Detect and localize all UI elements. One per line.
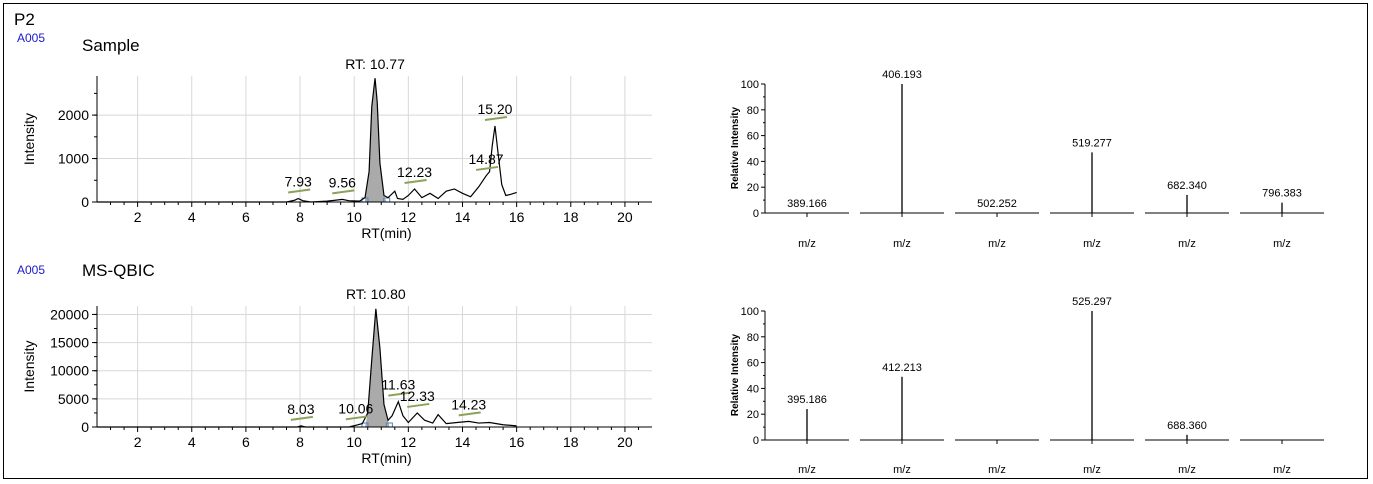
sample-x-tick-label: 10	[346, 209, 362, 225]
msqbic-y-tick-label: 0	[81, 419, 89, 435]
sample-spectrum-y-tick-label: 0	[753, 208, 759, 220]
sample-spectrum-x-axis-label: m/z	[893, 238, 911, 250]
msqbic-y-tick-label: 15000	[50, 335, 89, 351]
sample-spectrum-x-axis-label: m/z	[1083, 238, 1101, 250]
msqbic-x-tick-label: 2	[134, 434, 142, 450]
msqbic-spectrum-y-tick-label: 100	[741, 306, 759, 318]
msqbic-main-peak-label: RT: 10.80	[346, 286, 406, 302]
sample-x-tick-label: 16	[509, 209, 525, 225]
sample-x-tick-label: 14	[455, 209, 471, 225]
msqbic-peak-label: 10.06	[338, 400, 373, 416]
msqbic-peak-label: 14.23	[451, 396, 486, 412]
msqbic-spectrum-x-axis-label: m/z	[1178, 464, 1196, 476]
msqbic-peak-annotation-bar	[407, 404, 429, 407]
msqbic-spectrum-y-tick-label: 40	[747, 383, 759, 395]
sample-main-peak-label: RT: 10.77	[345, 56, 405, 72]
msqbic-x-tick-label: 12	[401, 434, 417, 450]
sample-highlight-peak-area	[365, 78, 387, 202]
sample-peak-annotation-bar	[485, 117, 507, 120]
msqbic-y-tick-label: 10000	[50, 363, 89, 379]
sample-spectrum-peak-mz-label: 796.383	[1262, 188, 1302, 200]
msqbic-peak-label: 12.33	[400, 388, 435, 404]
sample-peak-annotation-bar	[332, 190, 354, 193]
msqbic-x-axis-label: RT(min)	[361, 450, 411, 466]
sample-x-axis-label: RT(min)	[361, 225, 411, 241]
msqbic-y-axis-label: Intensity	[21, 340, 37, 392]
sample-spectrum-y-tick-label: 100	[741, 79, 759, 91]
sample-spectrum-y-tick-label: 20	[747, 182, 759, 194]
sample-x-tick-label: 4	[188, 209, 196, 225]
msqbic-x-tick-label: 10	[346, 434, 362, 450]
msqbic-spectrum-x-axis-label: m/z	[988, 464, 1006, 476]
msqbic-spectrum-y-tick-label: 60	[747, 358, 759, 370]
msqbic-spectrum-peak-mz-label: 395.186	[787, 394, 827, 406]
sample-x-tick-label: 2	[134, 209, 142, 225]
sample-spectrum-peak-mz-label: 682.340	[1167, 180, 1207, 192]
sample-x-tick-label: 18	[563, 209, 579, 225]
msqbic-x-tick-label: 14	[455, 434, 471, 450]
sample-spectrum-y-tick-label: 40	[747, 156, 759, 168]
msqbic-spectrum-peak-mz-label: 688.360	[1167, 420, 1207, 432]
sample-spectrum-x-axis-label: m/z	[1273, 238, 1291, 250]
msqbic-spectrum-x-axis-label: m/z	[1273, 464, 1291, 476]
sample-peak-label: 9.56	[329, 174, 356, 190]
sample-spectrum-x-axis-label: m/z	[1178, 238, 1196, 250]
msqbic-spectrum-y-tick-label: 80	[747, 332, 759, 344]
sample-spectrum-y-tick-label: 60	[747, 131, 759, 143]
msqbic-spectrum-y-tick-label: 20	[747, 409, 759, 421]
msqbic-spectrum-y-tick-label: 0	[753, 435, 759, 447]
msqbic-peak-annotation-bar	[291, 417, 313, 420]
sample-spectrum-y-tick-label: 80	[747, 105, 759, 117]
sample-peak-label: 14.87	[469, 151, 504, 167]
sample-y-axis-label: Intensity	[21, 113, 37, 165]
msqbic-peak-label: 8.03	[287, 401, 314, 417]
sample-y-tick-label: 2000	[58, 107, 89, 123]
sample-peak-annotation-bar	[476, 167, 498, 170]
sample-spectrum-y-axis-label: Relative Intensity	[730, 106, 741, 189]
sample-spectrum-peak-mz-label: 389.166	[787, 198, 827, 210]
msqbic-x-tick-label: 4	[188, 434, 196, 450]
msqbic-spectrum-peak-mz-label: 525.297	[1072, 296, 1112, 308]
msqbic-spectrum-peak-mz-label: 412.213	[882, 362, 922, 374]
msqbic-x-tick-label: 6	[242, 434, 250, 450]
msqbic-spectrum-x-axis-label: m/z	[893, 464, 911, 476]
sample-peak-annotation-bar	[288, 190, 310, 193]
msqbic-x-tick-label: 8	[296, 434, 304, 450]
msqbic-spectrum-x-axis-label: m/z	[1083, 464, 1101, 476]
sample-y-tick-label: 1000	[58, 151, 89, 167]
sample-x-tick-label: 6	[242, 209, 250, 225]
sample-spectrum-x-axis-label: m/z	[798, 238, 816, 250]
sample-y-tick-label: 0	[81, 194, 89, 210]
sample-x-tick-label: 12	[401, 209, 417, 225]
msqbic-x-tick-label: 20	[617, 434, 633, 450]
sample-x-tick-label: 8	[296, 209, 304, 225]
sample-spectrum-peak-mz-label: 406.193	[882, 69, 922, 81]
sample-x-tick-label: 20	[617, 209, 633, 225]
sample-peak-label: 12.23	[397, 164, 432, 180]
msqbic-spectrum-y-axis-label: Relative Intensity	[730, 333, 741, 416]
msqbic-x-tick-label: 18	[563, 434, 579, 450]
sample-peak-label: 15.20	[477, 101, 512, 117]
sample-spectrum-peak-mz-label: 502.252	[977, 198, 1017, 210]
msqbic-spectrum-x-axis-label: m/z	[798, 464, 816, 476]
sample-spectrum-peak-mz-label: 519.277	[1072, 137, 1112, 149]
msqbic-x-tick-label: 16	[509, 434, 525, 450]
sample-spectrum-x-axis-label: m/z	[988, 238, 1006, 250]
sample-peak-label: 7.93	[285, 174, 312, 190]
msqbic-y-tick-label: 20000	[50, 306, 89, 322]
msqbic-y-tick-label: 5000	[58, 391, 89, 407]
